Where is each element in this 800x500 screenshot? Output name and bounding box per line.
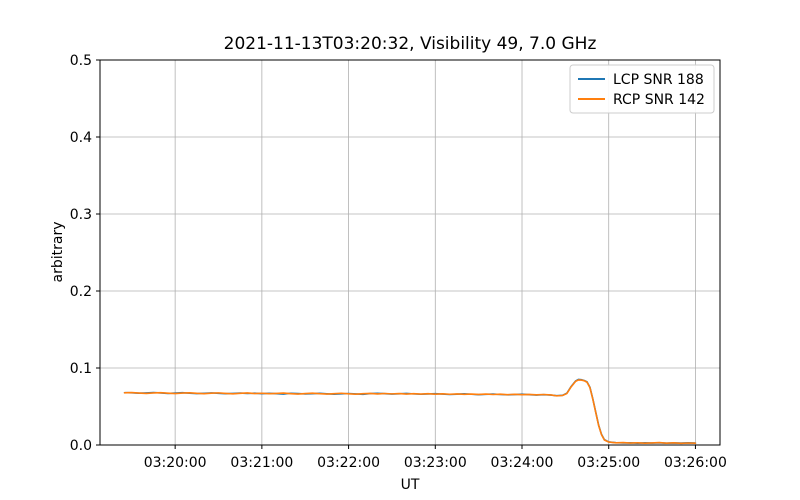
chart-title: 2021-11-13T03:20:32, Visibility 49, 7.0 … [224, 34, 597, 54]
x-tick-label: 03:21:00 [230, 455, 293, 471]
y-axis-label: arbitrary [50, 222, 66, 283]
y-tick-label: 0.0 [70, 438, 92, 454]
y-tick-label: 0.3 [70, 207, 92, 223]
tick-layer: 03:20:00 03:21:00 03:22:00 03:23:00 03:24:00… [70, 53, 727, 471]
x-tick-label: 03:24:00 [491, 455, 554, 471]
y-tick-label: 0.2 [70, 284, 92, 300]
plot-border [99, 59, 721, 446]
legend-label-lcp: LCP SNR 188 [613, 72, 704, 88]
x-tick-label: 03:26:00 [664, 455, 727, 471]
series-line-rcp [123, 379, 697, 445]
y-tick-label: 0.1 [70, 361, 92, 377]
x-tick-label: 03:23:00 [404, 455, 467, 471]
legend: LCP SNR 188 RCP SNR 142 [569, 64, 715, 114]
legend-label-rcp: RCP SNR 142 [613, 92, 705, 108]
x-tick-label: 03:22:00 [317, 455, 380, 471]
x-tick-label: 03:25:00 [577, 455, 640, 471]
y-tick-label: 0.4 [70, 130, 92, 146]
y-tick-label: 0.5 [70, 53, 92, 69]
x-axis-label: UT [401, 477, 420, 493]
x-tick-label: 03:20:00 [144, 455, 207, 471]
series-layer [123, 378, 697, 445]
legend-box [569, 64, 715, 114]
